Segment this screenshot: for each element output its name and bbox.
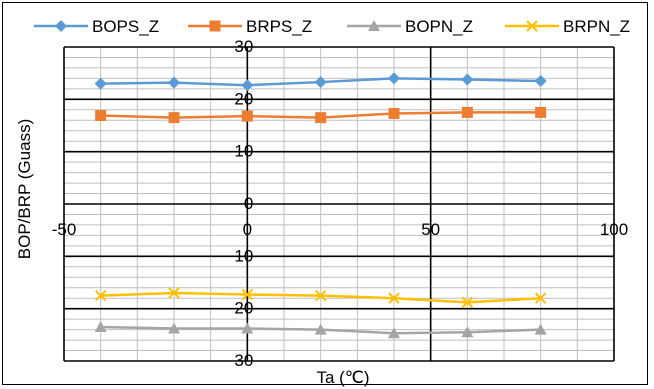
x-axis-label: Ta (℃) [316,368,369,387]
y-tick-label: 20 [234,89,253,108]
data-point [534,323,547,335]
y-tick-label: 10 [234,142,253,161]
data-point [461,326,474,338]
series-bops-z [94,72,547,92]
data-point [241,110,253,122]
legend-item: BOPS_Z [34,17,159,36]
data-point [314,76,327,89]
data-point [209,20,221,32]
y-tick-label: 0 [244,194,253,213]
data-point [241,322,254,334]
series-bopn-z [94,320,547,339]
x-tick-label: 50 [421,220,440,239]
data-point [94,289,107,302]
data-point [94,77,107,90]
data-point [168,76,180,89]
data-point [388,292,400,304]
y-axis-label: BOP/BRP (Guass) [15,119,34,259]
x-tick-label: 100 [600,220,628,239]
data-point [388,72,400,85]
data-point [55,20,67,32]
legend-label: BOPS_Z [92,17,159,36]
series-layer [94,72,547,339]
data-point [95,110,107,122]
y-tick-label: 30 [234,351,253,370]
data-point [168,322,180,334]
legend-item: BRPN_Z [505,17,630,36]
legend-label: BOPN_Z [405,17,473,36]
data-point [526,20,538,32]
data-point [535,106,547,118]
data-point [534,292,547,304]
legend-item: BRPS_Z [188,17,312,36]
x-tick-label: 0 [243,220,252,239]
series-brpn-z [94,287,547,309]
data-point [461,73,474,86]
data-point [94,320,107,332]
data-point [534,75,547,88]
y-tick-label: 10 [234,246,253,265]
data-point [388,327,400,339]
data-point [314,289,327,302]
data-point [241,79,254,92]
legend-label: BRPN_Z [563,17,630,36]
data-point [315,112,327,124]
data-point [388,107,400,119]
series-brps-z [95,106,547,124]
data-point [314,323,327,335]
data-point [461,296,474,309]
legend: BOPS_Z BRPS_Z BOPN_Z BRPN_Z [34,17,630,36]
y-tick-label: 20 [234,299,253,318]
data-point [461,106,473,118]
legend-label: BRPS_Z [246,17,312,36]
data-point [168,287,180,299]
y-tick-label: 30 [234,37,253,56]
data-point [168,112,180,124]
legend-item: BOPN_Z [347,17,473,36]
data-point [241,288,254,301]
major-gridlines [63,46,615,362]
data-point [368,20,380,31]
x-tick-label: -50 [52,220,77,239]
